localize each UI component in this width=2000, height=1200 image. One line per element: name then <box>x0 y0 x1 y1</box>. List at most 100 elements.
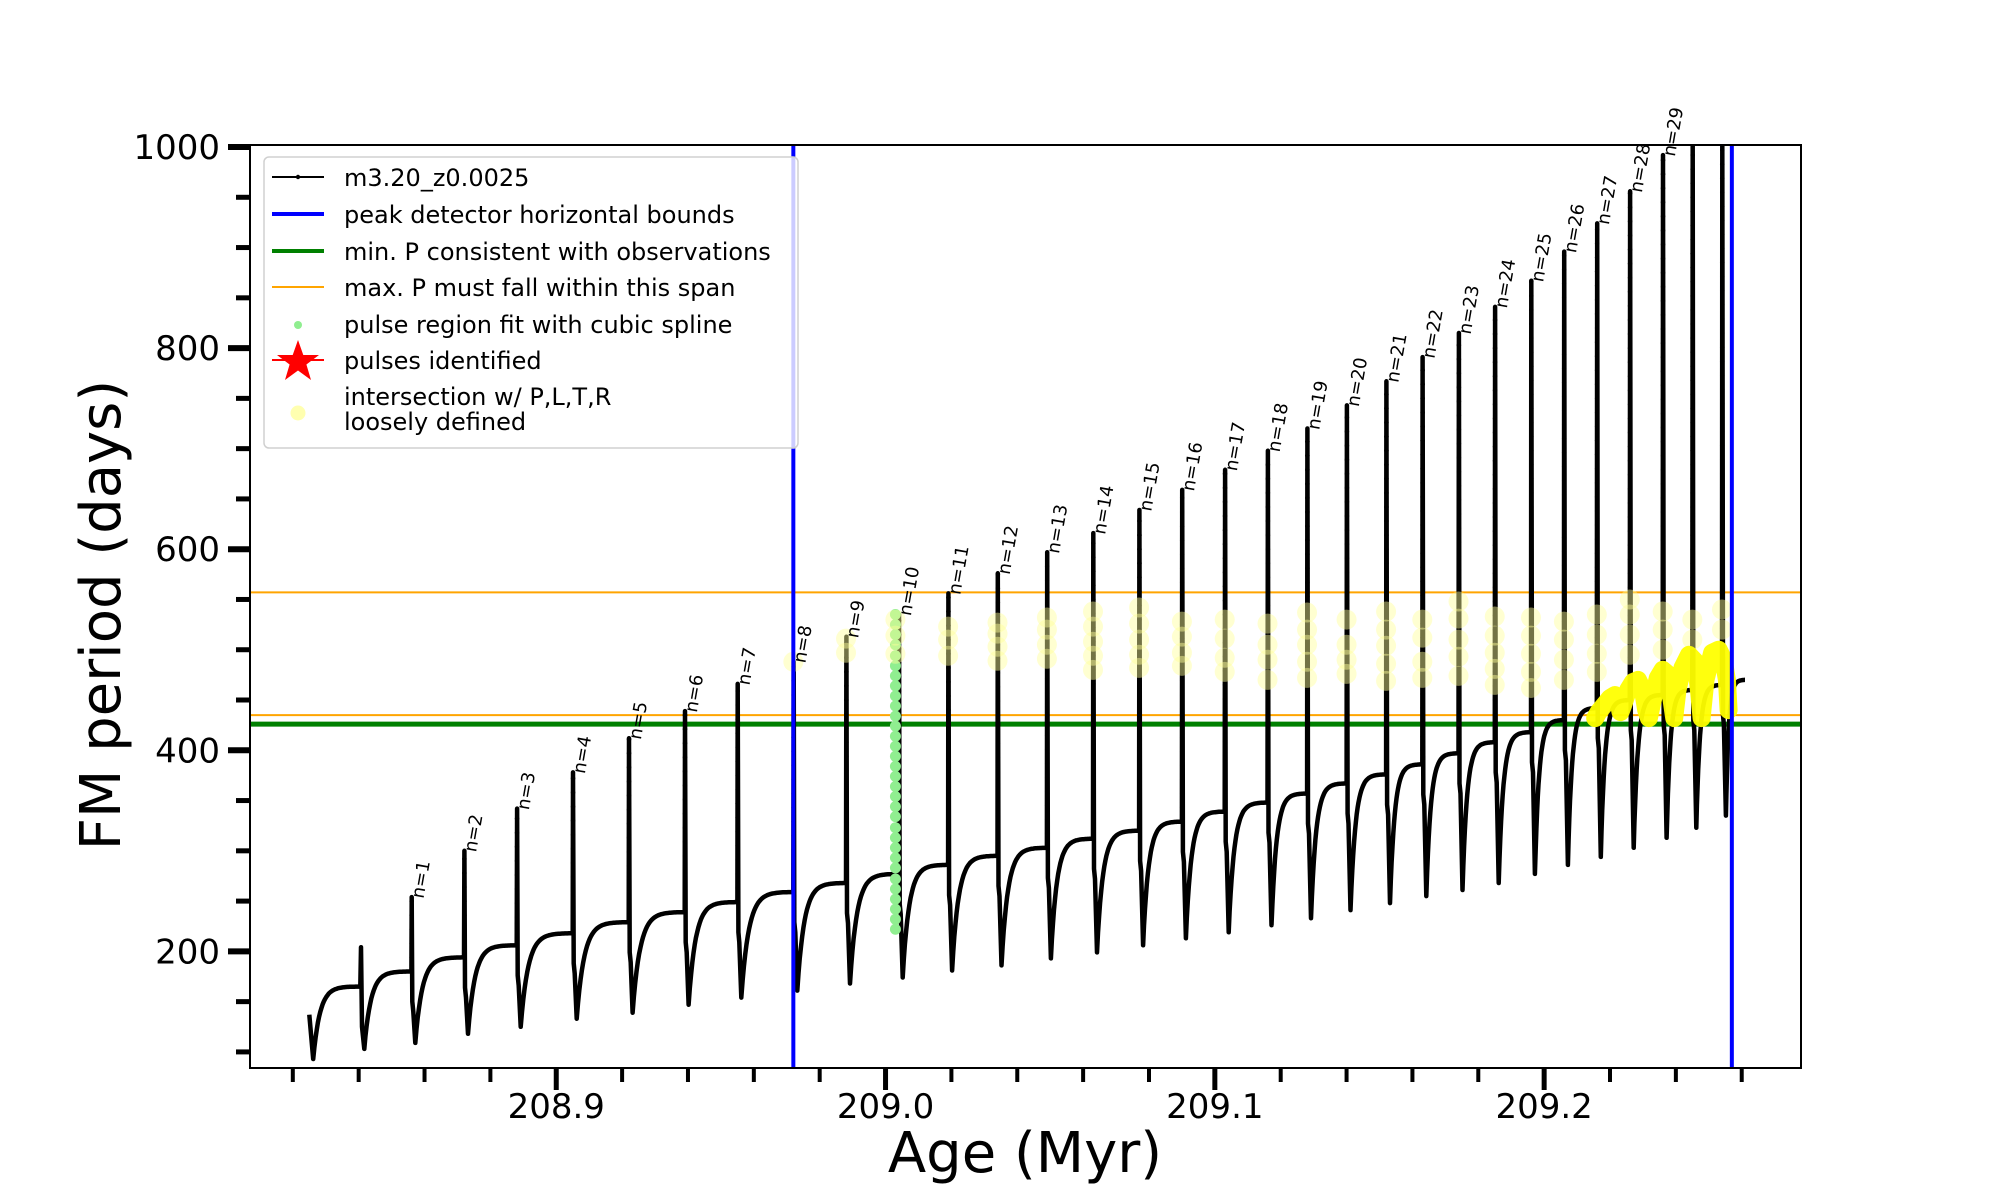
track-marker <box>570 888 576 894</box>
track-marker <box>1384 546 1389 552</box>
track-marker <box>1627 219 1633 224</box>
intersection-point <box>1214 628 1235 649</box>
intersection-point <box>1484 642 1505 663</box>
spline-point <box>889 811 901 823</box>
track-marker <box>1627 388 1633 393</box>
track-marker <box>1719 401 1725 406</box>
x-axis-ticks: 208.9 209.0 209.1 209.2 <box>290 1068 1744 1127</box>
legend-frame <box>263 156 799 449</box>
y-tick-label: 200 <box>155 932 220 972</box>
track-marker <box>1719 612 1725 617</box>
track-marker <box>1690 532 1695 538</box>
track-marker <box>1456 694 1462 700</box>
track-marker <box>844 683 849 689</box>
track-marker <box>1719 246 1725 251</box>
track-marker <box>1594 438 1600 443</box>
track-marker <box>1222 612 1228 617</box>
track-marker <box>1179 692 1185 698</box>
track-marker <box>1594 593 1600 598</box>
track-marker <box>1456 624 1462 629</box>
track-marker <box>682 811 688 816</box>
track-marker <box>995 811 1001 816</box>
track-marker <box>1305 580 1310 585</box>
track-marker <box>1179 565 1185 571</box>
pulse-label: n=15 <box>1135 461 1164 513</box>
track-marker <box>1384 448 1389 453</box>
intersection-point <box>1376 601 1397 622</box>
track-marker <box>1529 715 1534 721</box>
intersection-point <box>1711 619 1732 640</box>
pulse-label: n=19 <box>1303 379 1332 431</box>
track-marker <box>735 744 740 750</box>
track-marker <box>1384 420 1389 425</box>
track-marker <box>1222 696 1228 702</box>
track-marker <box>1344 570 1350 575</box>
spline-point <box>889 822 901 834</box>
track-marker <box>1561 520 1567 526</box>
track-marker <box>1179 720 1185 726</box>
spline-point <box>889 873 901 885</box>
track-marker <box>1719 232 1725 237</box>
track-marker <box>1265 687 1271 693</box>
track-marker <box>1179 819 1185 824</box>
track-marker <box>1627 556 1633 562</box>
track-marker <box>1594 663 1600 669</box>
track-marker <box>1627 317 1633 323</box>
intersection-point <box>1412 627 1433 648</box>
track-marker <box>626 736 632 742</box>
track-marker <box>1456 483 1462 489</box>
track-marker <box>1492 641 1498 647</box>
track-marker <box>1492 402 1498 407</box>
model-track-line <box>307 145 1747 1062</box>
intersection-point <box>1484 658 1505 679</box>
track-marker <box>1384 462 1389 468</box>
track-marker <box>844 669 849 675</box>
track-marker <box>1690 223 1695 228</box>
track-marker <box>1660 228 1666 233</box>
intersection-point <box>1297 634 1318 655</box>
track-marker <box>1265 546 1271 552</box>
intersection-point <box>1619 644 1640 665</box>
track-marker <box>995 797 1001 802</box>
track-marker <box>1719 527 1725 533</box>
track-marker <box>1091 653 1096 659</box>
track-marker <box>1456 525 1462 531</box>
track-marker <box>1265 518 1271 524</box>
track-marker <box>1222 640 1228 645</box>
pulse-label: n=10 <box>895 565 924 617</box>
track-marker <box>735 857 740 863</box>
track-marker <box>1660 185 1666 191</box>
track-marker <box>1222 753 1228 758</box>
intersection-point <box>836 642 857 663</box>
track-marker <box>1420 410 1425 415</box>
track-marker <box>1660 608 1666 613</box>
track-marker <box>1344 710 1350 716</box>
legend-label: max. P must fall within this span <box>344 274 735 302</box>
intersection-point <box>1336 663 1357 684</box>
track-marker <box>1719 344 1725 350</box>
spline-point <box>889 730 901 742</box>
track-marker <box>1456 413 1462 418</box>
track-marker <box>995 825 1001 830</box>
track-marker <box>1456 441 1462 446</box>
track-marker <box>462 912 467 918</box>
track-marker <box>1420 579 1425 584</box>
track-marker <box>1344 668 1350 674</box>
track-marker <box>1420 593 1425 598</box>
track-marker <box>1091 822 1096 827</box>
track-marker <box>462 955 467 960</box>
track-marker <box>1492 627 1498 632</box>
track-marker <box>1719 471 1725 477</box>
intersection-point <box>1586 604 1607 625</box>
track-marker <box>1137 800 1142 805</box>
track-marker <box>1492 669 1498 675</box>
track-marker <box>1044 775 1050 780</box>
track-marker <box>1137 743 1142 749</box>
track-marker <box>626 835 632 841</box>
track-marker <box>1384 758 1389 763</box>
spline-point <box>889 913 901 925</box>
track-marker <box>1044 606 1050 611</box>
track-marker <box>735 759 740 764</box>
spline-point <box>889 740 901 752</box>
track-marker <box>1561 605 1567 610</box>
